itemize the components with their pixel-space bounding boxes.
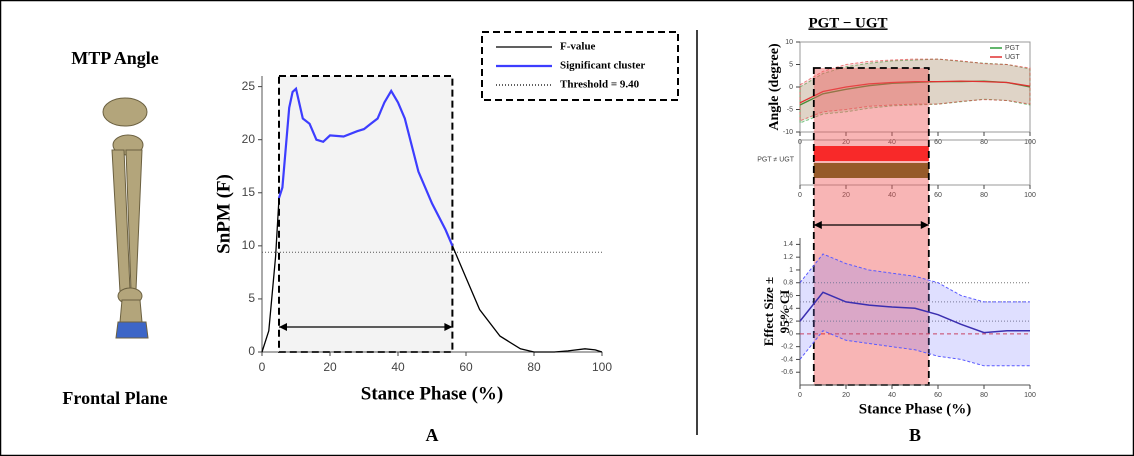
x-tick-label: 20	[842, 192, 850, 199]
x-tick-label: 100	[1024, 392, 1036, 399]
x-tick-label: 0	[259, 360, 266, 374]
y-tick-label: 15	[242, 185, 256, 199]
x-tick-label: 40	[888, 139, 896, 146]
x-tick-label: 100	[1024, 192, 1036, 199]
y-tick-label: 0.6	[783, 292, 793, 299]
x-tick-label: 40	[888, 392, 896, 399]
y-tick-label: -0.6	[781, 369, 793, 376]
x-tick-label: 60	[934, 392, 942, 399]
y-tick-label: 0	[248, 344, 255, 358]
series-line	[799, 80, 1031, 104]
y-tick-label: -0.4	[781, 356, 793, 363]
x-tick-label: 60	[934, 139, 942, 146]
y-tick-label: 20	[242, 132, 256, 146]
ci-upper	[799, 253, 1030, 303]
y-axis-label: 95% CI	[777, 290, 792, 334]
sd-band	[799, 58, 1031, 122]
x-tick-label: 20	[323, 360, 337, 374]
left-title: MTP Angle	[71, 48, 159, 68]
significance-label: PGT ≠ UGT	[757, 156, 794, 163]
series-line	[277, 86, 454, 247]
y-tick-label: 1.2	[783, 254, 793, 261]
x-tick-label: 20	[842, 392, 850, 399]
legend-label: UGT	[1005, 54, 1021, 61]
sd-band	[799, 58, 1031, 124]
panel-b-title: PGT − UGT	[808, 15, 887, 31]
y-axis-label: SnPM (F)	[213, 174, 234, 254]
ci-lower	[799, 330, 1030, 367]
x-tick-label: 0	[798, 192, 802, 199]
significance-bar	[813, 163, 929, 178]
ci-band	[800, 254, 1030, 366]
y-tick-label: 0.2	[783, 318, 793, 325]
y-tick-label: 0	[789, 331, 793, 338]
left-caption: Frontal Plane	[62, 388, 167, 408]
x-axis-label: Stance Phase (%)	[361, 383, 503, 404]
y-tick-label: 10	[785, 39, 793, 46]
x-tick-label: 80	[980, 392, 988, 399]
x-tick-label: 60	[459, 360, 473, 374]
x-tick-label: 0	[798, 392, 802, 399]
x-tick-label: 80	[980, 139, 988, 146]
cluster-region	[278, 75, 454, 353]
x-tick-label: 60	[934, 192, 942, 199]
legend-label: Significant cluster	[560, 60, 645, 72]
x-tick-label: 20	[842, 139, 850, 146]
legend-label: PGT	[1005, 45, 1020, 52]
x-tick-label: 40	[888, 192, 896, 199]
y-tick-label: -5	[787, 106, 793, 113]
y-tick-label: 0.4	[783, 305, 793, 312]
legend-label: F-value	[560, 41, 596, 53]
y-tick-label: -0.2	[781, 343, 793, 350]
y-tick-label: 5	[789, 61, 793, 68]
y-axis-label: Effect Size ±	[761, 277, 776, 346]
y-tick-label: 1	[789, 267, 793, 274]
x-tick-label: 40	[391, 360, 405, 374]
axes-box	[799, 139, 1031, 186]
legend-label: Threshold = 9.40	[560, 79, 640, 91]
y-axis-label: Angle (degree)	[767, 43, 782, 131]
panel-label: A	[426, 425, 439, 445]
y-tick-label: 10	[242, 238, 256, 252]
x-tick-label: 80	[527, 360, 541, 374]
bone-illustration	[102, 97, 149, 339]
panel-label: B	[909, 425, 921, 445]
y-tick-label: 0.8	[783, 280, 793, 287]
y-tick-label: -10	[783, 129, 793, 136]
x-tick-label: 100	[592, 360, 612, 374]
y-tick-label: 5	[248, 291, 255, 305]
cluster-region	[812, 67, 930, 386]
y-tick-label: 1.4	[783, 241, 793, 248]
x-tick-label: 80	[980, 192, 988, 199]
x-axis-label: Stance Phase (%)	[859, 401, 972, 417]
series-line	[799, 291, 1030, 334]
significance-bar	[813, 146, 929, 161]
y-tick-label: 25	[242, 79, 256, 93]
y-tick-label: 0	[789, 84, 793, 91]
